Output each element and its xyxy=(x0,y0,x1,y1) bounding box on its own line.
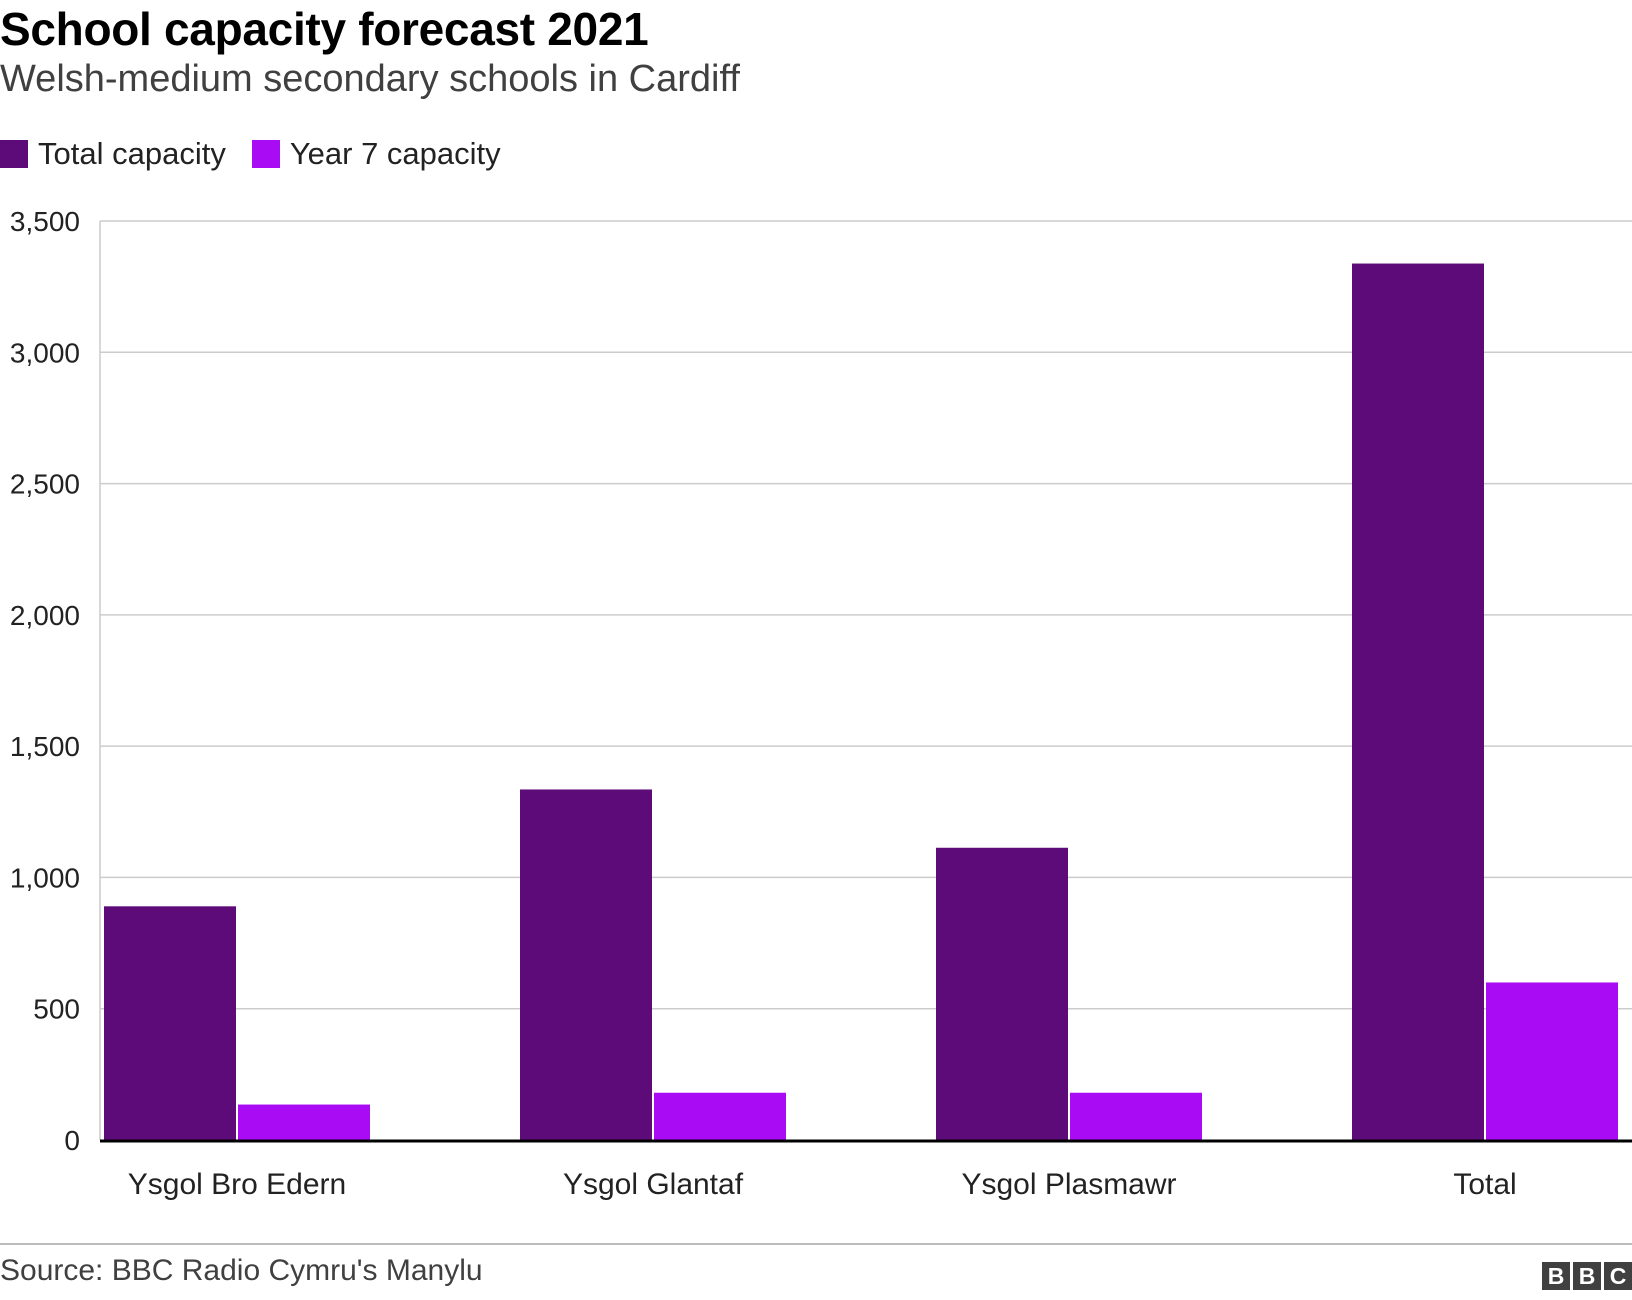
bar-total-capacity xyxy=(936,847,1068,1140)
bar-total-capacity xyxy=(1352,263,1484,1140)
bar-year7-capacity xyxy=(238,1104,370,1140)
legend-swatch-year7-capacity xyxy=(251,140,280,168)
x-category-label: Ysgol Plasmawr xyxy=(961,1168,1176,1201)
y-tick-label: 2,500 xyxy=(10,469,80,500)
bar-total-capacity xyxy=(104,906,236,1140)
bar-total-capacity xyxy=(520,789,652,1140)
bbc-logo-letter: B xyxy=(1542,1262,1570,1290)
x-category-label: Ysgol Glantaf xyxy=(563,1168,744,1201)
bbc-logo: B B C xyxy=(1539,1262,1632,1290)
chart-legend: Total capacity Year 7 capacity xyxy=(0,134,527,174)
legend-label-year7-capacity: Year 7 capacity xyxy=(289,136,501,171)
y-tick-label: 500 xyxy=(33,994,80,1025)
axes xyxy=(99,221,1632,1143)
bbc-logo-letter: B xyxy=(1573,1262,1601,1290)
y-tick-label: 3,500 xyxy=(10,206,80,237)
y-tick-label: 3,000 xyxy=(10,337,80,368)
source-note: Source: BBC Radio Cymru's Manylu xyxy=(0,1254,483,1287)
y-tick-label: 1,000 xyxy=(10,862,80,893)
bar-year7-capacity xyxy=(1486,982,1618,1140)
x-axis-category-labels: Ysgol Bro Edern Ysgol Glantaf Ysgol Plasma… xyxy=(128,1168,1517,1201)
bars xyxy=(104,263,1618,1140)
chart-title: School capacity forecast 2021 xyxy=(0,3,649,55)
y-tick-label: 2,000 xyxy=(10,600,80,631)
y-axis-tick-labels: 0 500 1,000 1,500 2,000 2,500 3,000 3,500 xyxy=(10,206,80,1156)
bar-chart: 0 500 1,000 1,500 2,000 2,500 3,000 3,500 Ysgol… xyxy=(10,206,1632,1201)
bar-year7-capacity xyxy=(654,1092,786,1140)
footer-divider xyxy=(0,1243,1632,1245)
x-category-label: Total xyxy=(1453,1168,1516,1201)
legend-swatch-total-capacity xyxy=(0,140,28,168)
y-tick-label: 1,500 xyxy=(10,731,80,762)
y-tick-label: 0 xyxy=(64,1125,80,1156)
legend-label-total-capacity: Total capacity xyxy=(38,136,226,171)
legend-item-total-capacity: Total capacity xyxy=(0,136,226,172)
x-category-label: Ysgol Bro Edern xyxy=(128,1168,346,1201)
bar-year7-capacity xyxy=(1070,1092,1202,1140)
legend-item-year7-capacity: Year 7 capacity xyxy=(251,136,501,172)
bbc-logo-letter: C xyxy=(1604,1262,1632,1290)
chart-subtitle: Welsh-medium secondary schools in Cardif… xyxy=(0,58,740,100)
